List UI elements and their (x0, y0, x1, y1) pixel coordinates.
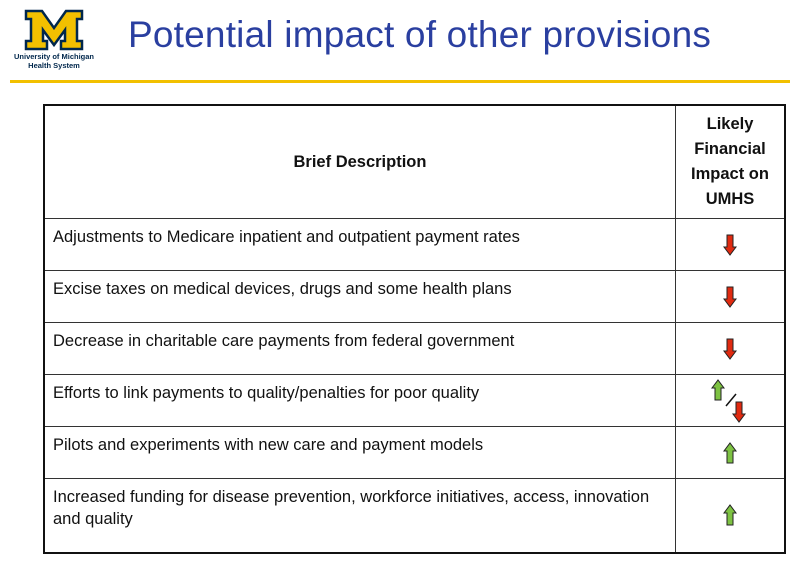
red-down-arrow-icon (723, 338, 737, 360)
green-up-arrow-icon (723, 441, 737, 463)
green-up-red-down-arrow-icon (711, 378, 746, 423)
provisions-table: Brief Description Likely Financial Impac… (43, 104, 786, 554)
table-row: Pilots and experiments with new care and… (43, 426, 786, 479)
table-row: Efforts to link payments to quality/pena… (43, 374, 786, 427)
row-impact (675, 478, 786, 553)
table-header-row: Brief Description Likely Financial Impac… (43, 104, 786, 219)
header-likely-impact: Likely Financial Impact on UMHS (675, 104, 786, 219)
row-description: Adjustments to Medicare inpatient and ou… (43, 218, 676, 271)
row-impact (675, 374, 786, 427)
row-impact (675, 270, 786, 323)
row-description: Efforts to link payments to quality/pena… (43, 374, 676, 427)
block-m-logo-icon (24, 9, 84, 51)
umhs-logo: University of Michigan Health System (8, 8, 100, 80)
logo-line-1: University of Michigan (13, 52, 94, 61)
row-impact (675, 426, 786, 479)
row-description: Decrease in charitable care payments fro… (43, 322, 676, 375)
row-description: Pilots and experiments with new care and… (43, 426, 676, 479)
logo-line-2: Health System (28, 61, 80, 70)
table-row: Decrease in charitable care payments fro… (43, 322, 786, 375)
green-up-arrow-icon (723, 504, 737, 526)
red-down-arrow-icon (723, 286, 737, 308)
row-description: Increased funding for disease prevention… (43, 478, 676, 553)
header-brief-description: Brief Description (43, 104, 676, 219)
page-title: Potential impact of other provisions (128, 14, 712, 55)
table-row: Adjustments to Medicare inpatient and ou… (43, 218, 786, 271)
row-description: Excise taxes on medical devices, drugs a… (43, 270, 676, 323)
row-impact (675, 322, 786, 375)
table-row: Increased funding for disease prevention… (43, 478, 786, 553)
red-down-arrow-icon (723, 234, 737, 256)
row-impact (675, 218, 786, 271)
title-rule (10, 80, 790, 83)
table-row: Excise taxes on medical devices, drugs a… (43, 270, 786, 323)
